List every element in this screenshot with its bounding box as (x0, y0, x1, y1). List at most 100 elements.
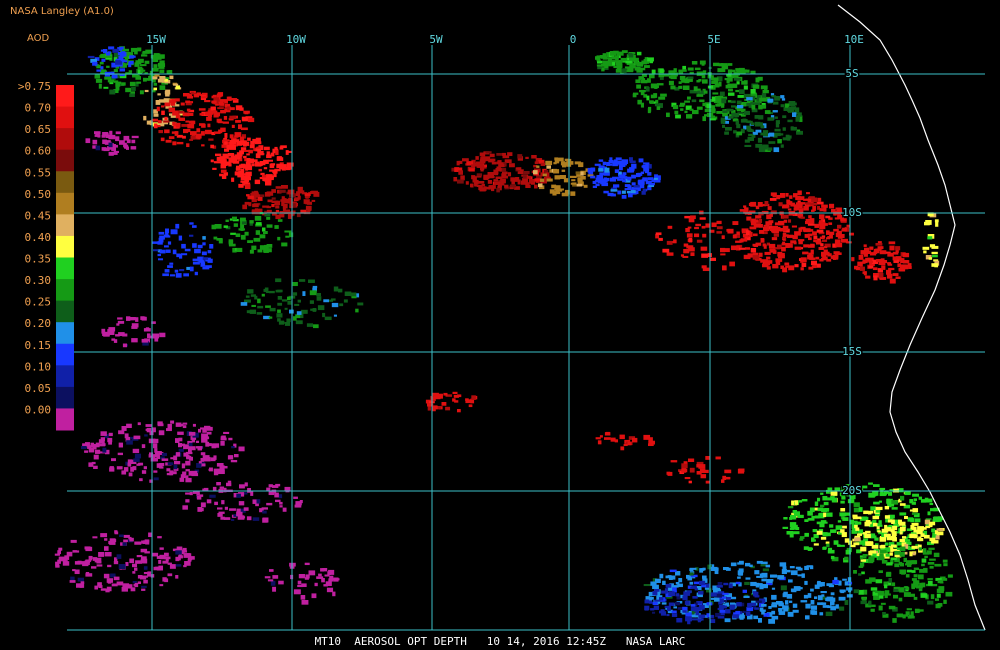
aerosol-pixel (216, 463, 224, 467)
aerosol-pixel (167, 573, 173, 577)
aerosol-pixel (94, 75, 101, 79)
aerosol-pixel (780, 104, 785, 108)
aerosol-pixel (159, 584, 164, 587)
aerosol-pixel (266, 487, 271, 491)
aerosol-pixel (902, 536, 907, 539)
aerosol-pixel (277, 219, 283, 222)
aerosol-pixel (213, 470, 219, 476)
aerosol-pixel (823, 512, 827, 518)
aerosol-pixel (718, 81, 722, 87)
aerosol-pixel (749, 564, 753, 568)
legend-label: 0.15 (25, 339, 52, 352)
aerosol-pixel (323, 299, 329, 303)
aerosol-pixel (728, 92, 735, 96)
aerosol-pixel (759, 598, 766, 604)
aerosol-pixel (922, 246, 930, 250)
aerosol-pixel (815, 240, 822, 243)
aerosol-pixel (170, 113, 177, 118)
aerosol-pixel (203, 456, 211, 462)
aerosol-pixel (266, 224, 273, 228)
aerosol-pixel (889, 245, 895, 251)
aerosol-pixel (794, 231, 801, 236)
aerosol-pixel (787, 119, 793, 123)
aerosol-pixel (702, 575, 707, 579)
aerosol-pixel (675, 114, 681, 119)
aerosol-pixel (55, 561, 60, 566)
aerosol-pixel (722, 603, 730, 606)
aerosol-pixel (124, 56, 129, 61)
aerosol-pixel (660, 609, 665, 612)
aerosol-pixel (156, 463, 163, 468)
aerosol-pixel (670, 460, 678, 463)
aerosol-pixel (898, 521, 906, 526)
aerosol-pixel (786, 531, 794, 535)
aerosol-pixel (662, 248, 670, 253)
aerosol-pixel (699, 580, 706, 586)
aerosol-pixel (192, 135, 198, 140)
aerosol-pixel (805, 218, 812, 223)
aerosol-pixel (947, 574, 953, 578)
aerosol-pixel (272, 211, 277, 216)
aerosol-pixel (778, 602, 784, 607)
aerosol-pixel (622, 179, 627, 183)
aerosol-pixel (271, 197, 276, 200)
aerosol-pixel (686, 233, 693, 238)
aerosol-pixel (908, 593, 915, 597)
aerosol-pixel (690, 614, 697, 618)
aerosol-pixel (714, 83, 720, 88)
aerosol-pixel (884, 590, 890, 595)
aerosol-pixel (98, 585, 103, 589)
aerosol-pixel (837, 214, 845, 220)
aerosol-pixel (192, 432, 199, 438)
aerosol-pixel (879, 250, 887, 255)
aerosol-pixel (716, 111, 723, 114)
aerosol-pixel (231, 518, 235, 521)
aerosol-pixel (771, 95, 776, 98)
aerosol-pixel (726, 73, 732, 77)
aerosol-pixel (154, 454, 160, 457)
aerosol-pixel (891, 582, 896, 587)
aerosol-pixel (931, 263, 939, 267)
aerosol-pixel (273, 173, 277, 178)
aerosol-pixel (259, 234, 266, 239)
aerosol-pixel (724, 609, 731, 614)
aerosol-pixel (754, 115, 760, 119)
aerosol-pixel (108, 134, 116, 140)
aerosol-pixel (190, 135, 195, 140)
aerosol-pixel (840, 500, 845, 504)
aerosol-pixel (682, 610, 687, 613)
aerosol-pixel (595, 177, 602, 183)
aerosol-pixel (128, 472, 133, 477)
aerosol-pixel (868, 265, 874, 269)
aerosol-pixel (493, 169, 499, 174)
aerosol-pixel (843, 557, 849, 563)
aerosol-pixel (772, 250, 777, 254)
aerosol-pixel (247, 240, 254, 244)
aerosol-pixel (726, 79, 730, 84)
aerosol-pixel (144, 539, 150, 543)
aerosol-pixel (140, 316, 146, 319)
aerosol-pixel (201, 111, 208, 117)
aerosol-pixel (137, 575, 143, 579)
aerosol-pixel (249, 222, 253, 226)
aerosol-pixel (325, 581, 332, 586)
aerosol-pixel (638, 184, 645, 189)
aerosol-pixel (834, 487, 841, 492)
aerosol-pixel (433, 396, 441, 400)
aerosol-pixel (817, 197, 822, 202)
aerosol-pixel (693, 86, 698, 92)
aerosol-pixel (350, 292, 357, 297)
aerosol-pixel (807, 254, 814, 260)
aerosol-pixel (570, 182, 577, 185)
aerosol-pixel (596, 59, 601, 62)
aerosol-pixel (107, 437, 113, 443)
aerosol-pixel (730, 562, 737, 567)
aerosol-pixel (887, 519, 895, 523)
aerosol-pixel (488, 158, 494, 163)
aerosol-pixel (898, 588, 904, 591)
aerosol-pixel (180, 102, 185, 106)
aerosol-pixel (886, 571, 892, 575)
aerosol-pixel (854, 537, 861, 542)
aerosol-pixel (169, 113, 176, 116)
